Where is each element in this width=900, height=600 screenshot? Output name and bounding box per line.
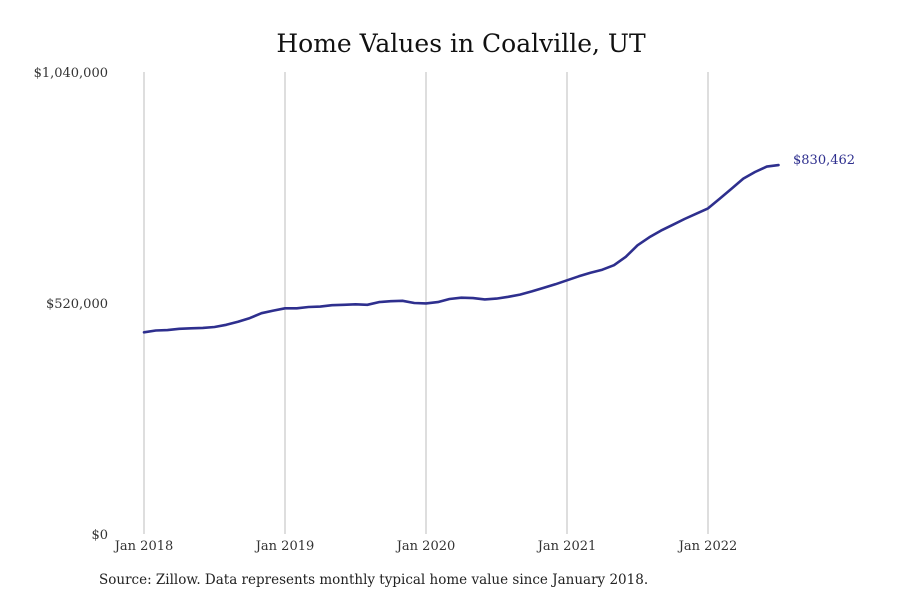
x-tick-label: Jan 2019	[254, 539, 315, 554]
source-note: Source: Zillow. Data represents monthly …	[99, 572, 649, 588]
x-tick-label: Jan 2022	[677, 539, 738, 554]
x-axis: Jan 2018 Jan 2019 Jan 2020 Jan 2021 Jan 2022	[113, 539, 738, 554]
y-tick-label: $1,040,000	[34, 66, 108, 81]
series-group	[142, 163, 780, 334]
y-tick-label: $0	[91, 528, 108, 543]
series-line	[142, 163, 780, 334]
x-tick-label: Jan 2020	[395, 539, 456, 554]
x-tick-label: Jan 2021	[536, 539, 597, 554]
y-tick-label: $520,000	[46, 297, 108, 312]
y-axis: $0 $520,000 $1,040,000	[34, 66, 108, 543]
x-tick-label: Jan 2018	[113, 539, 174, 554]
chart-title: Home Values in Coalville, UT	[276, 29, 646, 58]
end-value-label: $830,462	[793, 153, 855, 168]
